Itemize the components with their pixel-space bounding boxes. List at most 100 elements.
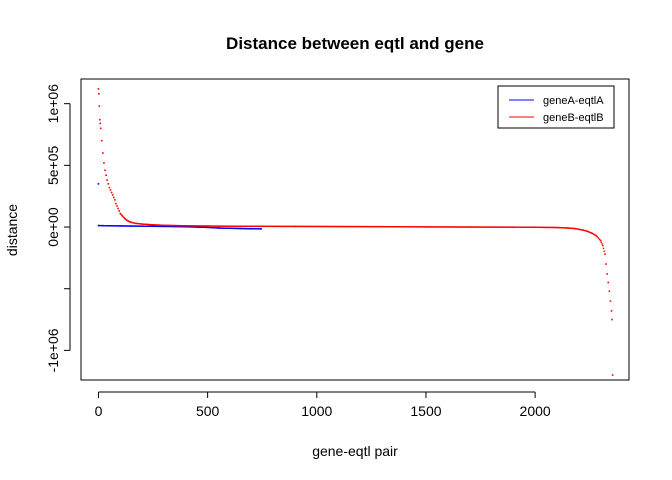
data-point bbox=[307, 225, 310, 228]
data-point bbox=[405, 226, 407, 228]
data-point bbox=[98, 105, 101, 107]
data-point bbox=[533, 226, 536, 228]
data-point bbox=[287, 225, 289, 228]
data-point bbox=[302, 225, 305, 228]
data-point bbox=[346, 225, 349, 228]
data-point bbox=[282, 225, 284, 228]
data-point bbox=[250, 227, 253, 230]
data-point bbox=[105, 174, 107, 177]
data-point bbox=[198, 225, 200, 227]
data-point bbox=[337, 225, 340, 228]
data-point bbox=[219, 227, 221, 229]
data-point bbox=[274, 225, 276, 228]
data-point bbox=[130, 221, 133, 224]
data-point bbox=[121, 214, 123, 216]
data-point bbox=[291, 225, 293, 228]
data-point bbox=[460, 226, 463, 228]
data-point bbox=[242, 227, 245, 230]
data-point bbox=[557, 226, 560, 229]
data-point bbox=[425, 226, 427, 228]
data-point bbox=[458, 226, 461, 228]
data-point bbox=[538, 226, 540, 229]
data-point bbox=[124, 218, 127, 220]
data-point bbox=[135, 225, 138, 227]
data-point bbox=[163, 224, 165, 227]
data-point bbox=[122, 225, 125, 227]
data-point bbox=[360, 225, 362, 228]
data-point bbox=[131, 225, 133, 227]
data-point bbox=[412, 226, 414, 228]
data-point bbox=[244, 225, 246, 227]
data-point bbox=[281, 225, 283, 228]
data-point bbox=[138, 223, 141, 225]
x-axis: 0 500 1000 1500 2000 bbox=[95, 391, 551, 419]
data-point bbox=[490, 226, 492, 228]
data-point bbox=[224, 227, 227, 229]
legend-label-geneb: geneB-eqtlB bbox=[543, 112, 604, 124]
data-point bbox=[245, 225, 247, 227]
data-point bbox=[445, 226, 448, 228]
data-point bbox=[308, 225, 310, 228]
data-point bbox=[164, 224, 167, 227]
data-point bbox=[310, 225, 312, 228]
data-point bbox=[113, 225, 115, 227]
data-point bbox=[191, 226, 193, 228]
data-point bbox=[218, 225, 221, 227]
data-point bbox=[131, 221, 133, 224]
data-point bbox=[199, 226, 201, 228]
data-point bbox=[292, 225, 295, 228]
data-point bbox=[594, 234, 597, 236]
data-point bbox=[507, 226, 509, 228]
data-point bbox=[462, 226, 464, 228]
data-point bbox=[183, 225, 185, 227]
data-point bbox=[187, 225, 189, 227]
data-point bbox=[500, 226, 503, 228]
data-point bbox=[230, 225, 233, 227]
data-point bbox=[504, 226, 507, 228]
data-point bbox=[539, 226, 541, 229]
data-point bbox=[553, 226, 555, 229]
data-point bbox=[139, 225, 142, 227]
data-point bbox=[180, 224, 182, 227]
data-point bbox=[145, 225, 147, 227]
data-point bbox=[353, 225, 356, 228]
data-point bbox=[106, 179, 108, 181]
data-point bbox=[453, 226, 455, 228]
data-point bbox=[564, 227, 566, 229]
data-point bbox=[536, 226, 539, 229]
data-point bbox=[366, 225, 368, 228]
data-point bbox=[181, 225, 183, 227]
data-point bbox=[497, 226, 499, 228]
data-point bbox=[534, 226, 536, 229]
data-point bbox=[208, 226, 210, 229]
data-point bbox=[161, 224, 164, 226]
data-point bbox=[383, 225, 386, 228]
data-point bbox=[242, 225, 245, 227]
data-point bbox=[480, 226, 483, 228]
data-point bbox=[329, 225, 331, 228]
data-point bbox=[356, 225, 359, 228]
data-point bbox=[279, 225, 282, 228]
data-point bbox=[348, 225, 350, 228]
data-point bbox=[266, 225, 268, 228]
data-point bbox=[104, 169, 106, 172]
data-point bbox=[440, 226, 442, 228]
data-point bbox=[184, 225, 186, 227]
data-point bbox=[168, 224, 171, 227]
data-point bbox=[375, 225, 377, 228]
data-point bbox=[457, 226, 459, 228]
data-point bbox=[315, 225, 318, 228]
data-point bbox=[254, 225, 256, 228]
data-point bbox=[134, 222, 137, 225]
data-point bbox=[586, 230, 589, 233]
data-point bbox=[268, 225, 271, 228]
data-point bbox=[126, 219, 129, 222]
x-tick-label: 2000 bbox=[520, 403, 551, 419]
data-point bbox=[507, 226, 510, 228]
data-point bbox=[103, 162, 105, 164]
data-point bbox=[463, 226, 465, 228]
data-point bbox=[227, 225, 229, 227]
data-point bbox=[602, 244, 604, 247]
data-point bbox=[475, 226, 477, 228]
data-point bbox=[472, 226, 474, 228]
